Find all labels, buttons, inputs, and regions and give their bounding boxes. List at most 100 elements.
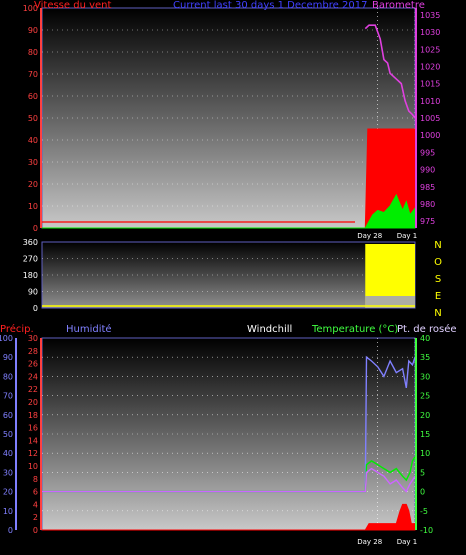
precip-tick-label: 16 bbox=[28, 424, 38, 433]
wind-speed-tick-label: 50 bbox=[28, 114, 38, 123]
wind-direction-tick-label: 0 bbox=[33, 304, 38, 313]
pressure-tick-label: 975 bbox=[420, 217, 435, 226]
precip-tick-label: 22 bbox=[28, 385, 38, 394]
wind-speed-tick-label: 90 bbox=[28, 26, 38, 35]
windchill-header: Windchill bbox=[247, 324, 292, 335]
humidity-tick-label: 30 bbox=[3, 468, 13, 477]
humidity-tick-label: 40 bbox=[3, 449, 13, 458]
precip-header: Précip. bbox=[0, 323, 34, 335]
pressure-tick-label: 1030 bbox=[420, 28, 440, 37]
humidity-tick-label: 70 bbox=[3, 392, 13, 401]
series-line bbox=[42, 355, 416, 493]
compass-label: N bbox=[434, 240, 441, 251]
humidity-tick-label: 20 bbox=[3, 488, 13, 497]
chart-title: Current last 30 days 1 Decembre 2017 bbox=[173, 0, 367, 11]
wind-speed-tick-label: 60 bbox=[28, 92, 38, 101]
precip-tick-label: 26 bbox=[28, 360, 38, 369]
humidity-tick-label: 10 bbox=[3, 507, 13, 516]
precip-tick-label: 12 bbox=[28, 449, 38, 458]
wind-direction-grid bbox=[42, 258, 415, 292]
precip-tick-label: 10 bbox=[28, 462, 38, 471]
wind-speed-axis-label: Vitesse du vent bbox=[34, 0, 111, 11]
wind-direction-tick-label: 180 bbox=[23, 271, 38, 280]
precip-tick-label: 0 bbox=[33, 526, 38, 535]
pressure-tick-label: 1015 bbox=[420, 80, 440, 89]
wind-speed-tick-label: 80 bbox=[28, 48, 38, 57]
precip-tick-label: 8 bbox=[33, 475, 38, 484]
temperature-tick-label: 30 bbox=[420, 372, 430, 381]
day-tick-label: Day 28 bbox=[357, 232, 382, 240]
pressure-tick-label: 985 bbox=[420, 183, 435, 192]
wind-direction-tick-label: 270 bbox=[23, 255, 38, 264]
wind-direction-axis-ticks: 0 90 180 270 360 bbox=[23, 238, 38, 313]
wind-speed-axis-ticks: 0 10 20 30 40 50 60 70 80 90 100 bbox=[23, 4, 38, 233]
wind-speed-tick-label: 30 bbox=[28, 158, 38, 167]
humidity-tick-label: 100 bbox=[0, 334, 13, 343]
pressure-tick-label: 995 bbox=[420, 148, 435, 157]
precip-tick-label: 28 bbox=[28, 347, 38, 356]
pressure-tick-label: 990 bbox=[420, 166, 435, 175]
pressure-axis-label: Barometre bbox=[372, 0, 425, 11]
wind-speed-tick-label: 40 bbox=[28, 136, 38, 145]
compass-label: E bbox=[435, 291, 441, 302]
precip-tick-label: 4 bbox=[33, 500, 38, 509]
precip-tick-label: 6 bbox=[33, 488, 38, 497]
precip-tick-label: 2 bbox=[33, 513, 38, 522]
compass-label: O bbox=[434, 257, 442, 268]
series-line bbox=[42, 467, 416, 493]
series-line bbox=[364, 24, 416, 119]
temperature-tick-label: 35 bbox=[420, 353, 430, 362]
humidity-tick-label: 80 bbox=[3, 372, 13, 381]
temperature-header: Temperature (°C) bbox=[311, 324, 398, 335]
dewpoint-header: Pt. de rosée bbox=[397, 323, 457, 335]
wind-pressure-series bbox=[42, 24, 416, 229]
pressure-tick-label: 1025 bbox=[420, 45, 440, 54]
precip-tick-label: 24 bbox=[28, 372, 38, 381]
wind-speed-tick-label: 10 bbox=[28, 202, 38, 211]
day-tick-label: Day 28 bbox=[357, 538, 382, 546]
wind-speed-tick-label: 100 bbox=[23, 4, 38, 13]
wind-direction-band bbox=[365, 296, 415, 308]
pressure-tick-label: 1020 bbox=[420, 62, 440, 71]
temperature-tick-label: 20 bbox=[420, 411, 430, 420]
precip-tick-label: 30 bbox=[28, 334, 38, 343]
wind-speed-tick-label: 70 bbox=[28, 70, 38, 79]
temperature-tick-label: 0 bbox=[420, 488, 425, 497]
humidity-header: Humidité bbox=[66, 323, 112, 335]
compass-label: N bbox=[434, 308, 441, 319]
humidity-tick-label: 0 bbox=[8, 526, 13, 535]
wind-direction-tick-label: 360 bbox=[23, 238, 38, 247]
pressure-tick-label: 980 bbox=[420, 200, 435, 209]
humidity-tick-label: 60 bbox=[3, 411, 13, 420]
temperature-humidity-x-ticks: Day 28 Day 1 bbox=[357, 538, 417, 546]
precip-tick-label: 20 bbox=[28, 398, 38, 407]
pressure-axis-ticks: 975 980 985 990 995 1000 1005 1010 1015 1020 1025 1… bbox=[420, 11, 440, 226]
wind-direction-series bbox=[42, 244, 415, 308]
humidity-axis-ticks: 0 10 20 30 40 50 60 70 80 90 100 bbox=[0, 334, 13, 535]
temperature-tick-label: 10 bbox=[420, 449, 430, 458]
day-tick-label: Day 1 bbox=[397, 232, 418, 240]
wind-direction-tick-label: 90 bbox=[28, 288, 38, 297]
wind-pressure-x-ticks: Day 28 Day 1 bbox=[357, 232, 417, 240]
day-tick-label: Day 1 bbox=[397, 538, 418, 546]
temperature-tick-label: 40 bbox=[420, 334, 430, 343]
humidity-tick-label: 90 bbox=[3, 353, 13, 362]
temperature-tick-label: 5 bbox=[420, 468, 425, 477]
humidity-tick-label: 50 bbox=[3, 430, 13, 439]
temperature-axis-ticks: -10 -5 0 5 10 15 20 25 30 35 40 bbox=[420, 334, 433, 535]
precip-tick-label: 14 bbox=[28, 436, 38, 445]
wind-speed-tick-label: 0 bbox=[33, 224, 38, 233]
pressure-tick-label: 1005 bbox=[420, 114, 440, 123]
series-area bbox=[42, 193, 416, 229]
pressure-tick-label: 1010 bbox=[420, 97, 440, 106]
pressure-tick-label: 1000 bbox=[420, 131, 440, 140]
series-line bbox=[42, 456, 416, 493]
wind-speed-tick-label: 20 bbox=[28, 180, 38, 189]
temperature-tick-label: 25 bbox=[420, 392, 430, 401]
precip-tick-label: 18 bbox=[28, 411, 38, 420]
